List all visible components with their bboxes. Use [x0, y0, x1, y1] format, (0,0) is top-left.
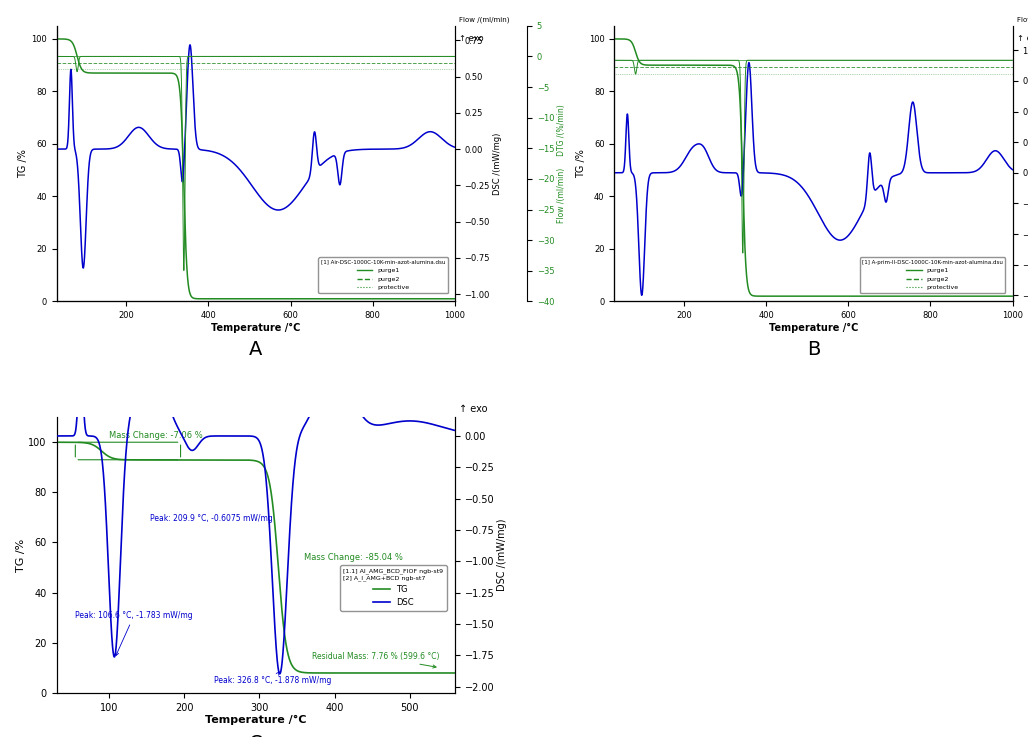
Text: ↑ exo: ↑ exo	[1017, 34, 1028, 43]
Text: Residual Mass: 7.76 % (599.6 °C): Residual Mass: 7.76 % (599.6 °C)	[313, 652, 440, 668]
Y-axis label: Flow /(ml/min)     DTG /(%/min): Flow /(ml/min) DTG /(%/min)	[557, 104, 566, 223]
Legend: purge1, purge2, protective: purge1, purge2, protective	[859, 257, 1005, 293]
Text: ↑ exo: ↑ exo	[458, 405, 487, 414]
Y-axis label: DSC /(mW/mg): DSC /(mW/mg)	[498, 519, 507, 591]
Text: ↑ exo: ↑ exo	[458, 34, 483, 43]
Y-axis label: DSC /(mW/mg): DSC /(mW/mg)	[492, 133, 502, 195]
Text: B: B	[807, 340, 820, 359]
Text: Flow /(ml/min): Flow /(ml/min)	[458, 16, 509, 23]
Text: Peak: 326.8 °C, -1.878 mW/mg: Peak: 326.8 °C, -1.878 mW/mg	[215, 672, 332, 685]
Legend: purge1, purge2, protective: purge1, purge2, protective	[319, 257, 448, 293]
Text: C: C	[249, 734, 262, 737]
Y-axis label: TG /%: TG /%	[19, 149, 29, 178]
X-axis label: Temperature /°C: Temperature /°C	[205, 716, 306, 725]
Text: Flow /(ml/min): Flow /(ml/min)	[1017, 16, 1028, 23]
Text: Peak: 209.9 °C, -0.6075 mW/mg: Peak: 209.9 °C, -0.6075 mW/mg	[150, 514, 273, 523]
Text: Peak: 106.6 °C, -1.783 mW/mg: Peak: 106.6 °C, -1.783 mW/mg	[75, 611, 193, 656]
Text: Mass Change: -85.04 %: Mass Change: -85.04 %	[303, 553, 402, 562]
Legend: TG, DSC: TG, DSC	[340, 565, 447, 611]
X-axis label: Temperature /°C: Temperature /°C	[769, 323, 858, 333]
Y-axis label: TG /%: TG /%	[576, 149, 586, 178]
X-axis label: Temperature /°C: Temperature /°C	[211, 323, 300, 333]
Y-axis label: TG /%: TG /%	[15, 538, 26, 572]
Text: Mass Change: -7.06 %: Mass Change: -7.06 %	[109, 431, 203, 441]
Text: A: A	[249, 340, 262, 359]
